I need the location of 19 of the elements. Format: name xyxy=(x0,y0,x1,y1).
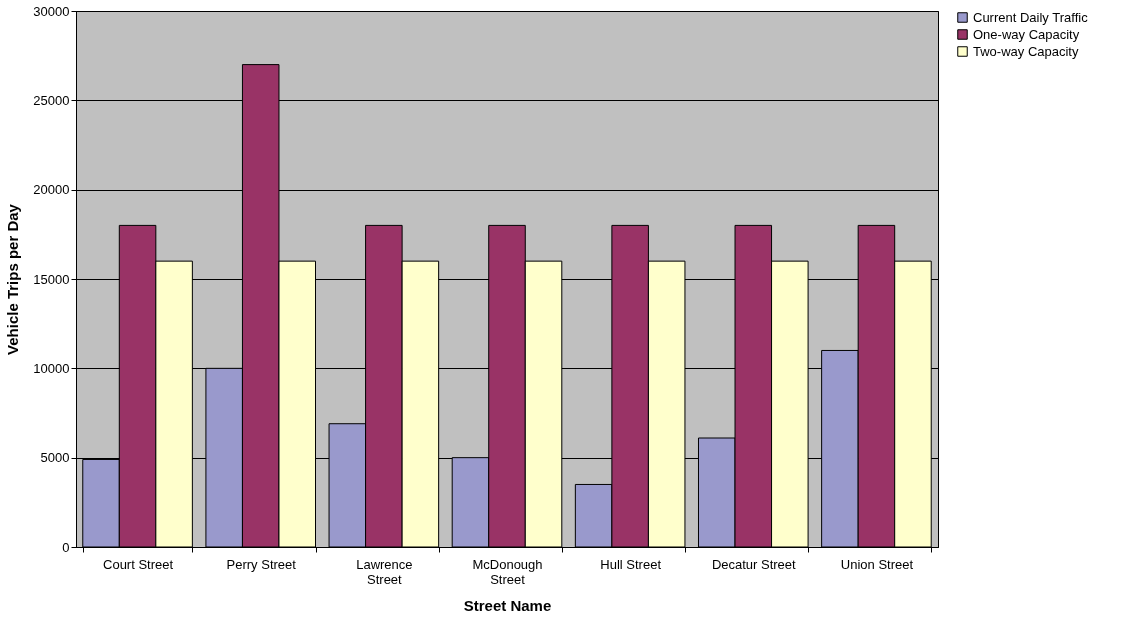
y-axis-title: Vehicle Trips per Day xyxy=(4,203,22,355)
x-tick-label: Decatur Street xyxy=(711,556,797,572)
y-tick-label: 20000 xyxy=(33,182,70,198)
x-tick-label: McDonough Street xyxy=(472,556,543,587)
y-tick-label: 15000 xyxy=(33,271,70,287)
x-tick-label: Perry Street xyxy=(226,556,297,572)
x-tick-label: Hull Street xyxy=(600,556,662,572)
x-axis-title: Street Name xyxy=(463,596,552,614)
y-tick-label: 0 xyxy=(62,539,70,555)
legend-label: Two-way Capacity xyxy=(973,43,1079,59)
x-tick-label: Lawrence Street xyxy=(356,556,413,587)
x-tick-label: Court Street xyxy=(103,556,174,572)
legend-label: One-way Capacity xyxy=(973,26,1080,42)
y-tick-label: 5000 xyxy=(40,450,70,466)
legend-label: Current Daily Traffic xyxy=(973,9,1089,25)
y-tick-label: 25000 xyxy=(33,92,70,108)
y-tick-label: 10000 xyxy=(33,360,70,376)
y-tick-label: 30000 xyxy=(33,3,70,19)
x-tick-label: Union Street xyxy=(840,556,914,572)
